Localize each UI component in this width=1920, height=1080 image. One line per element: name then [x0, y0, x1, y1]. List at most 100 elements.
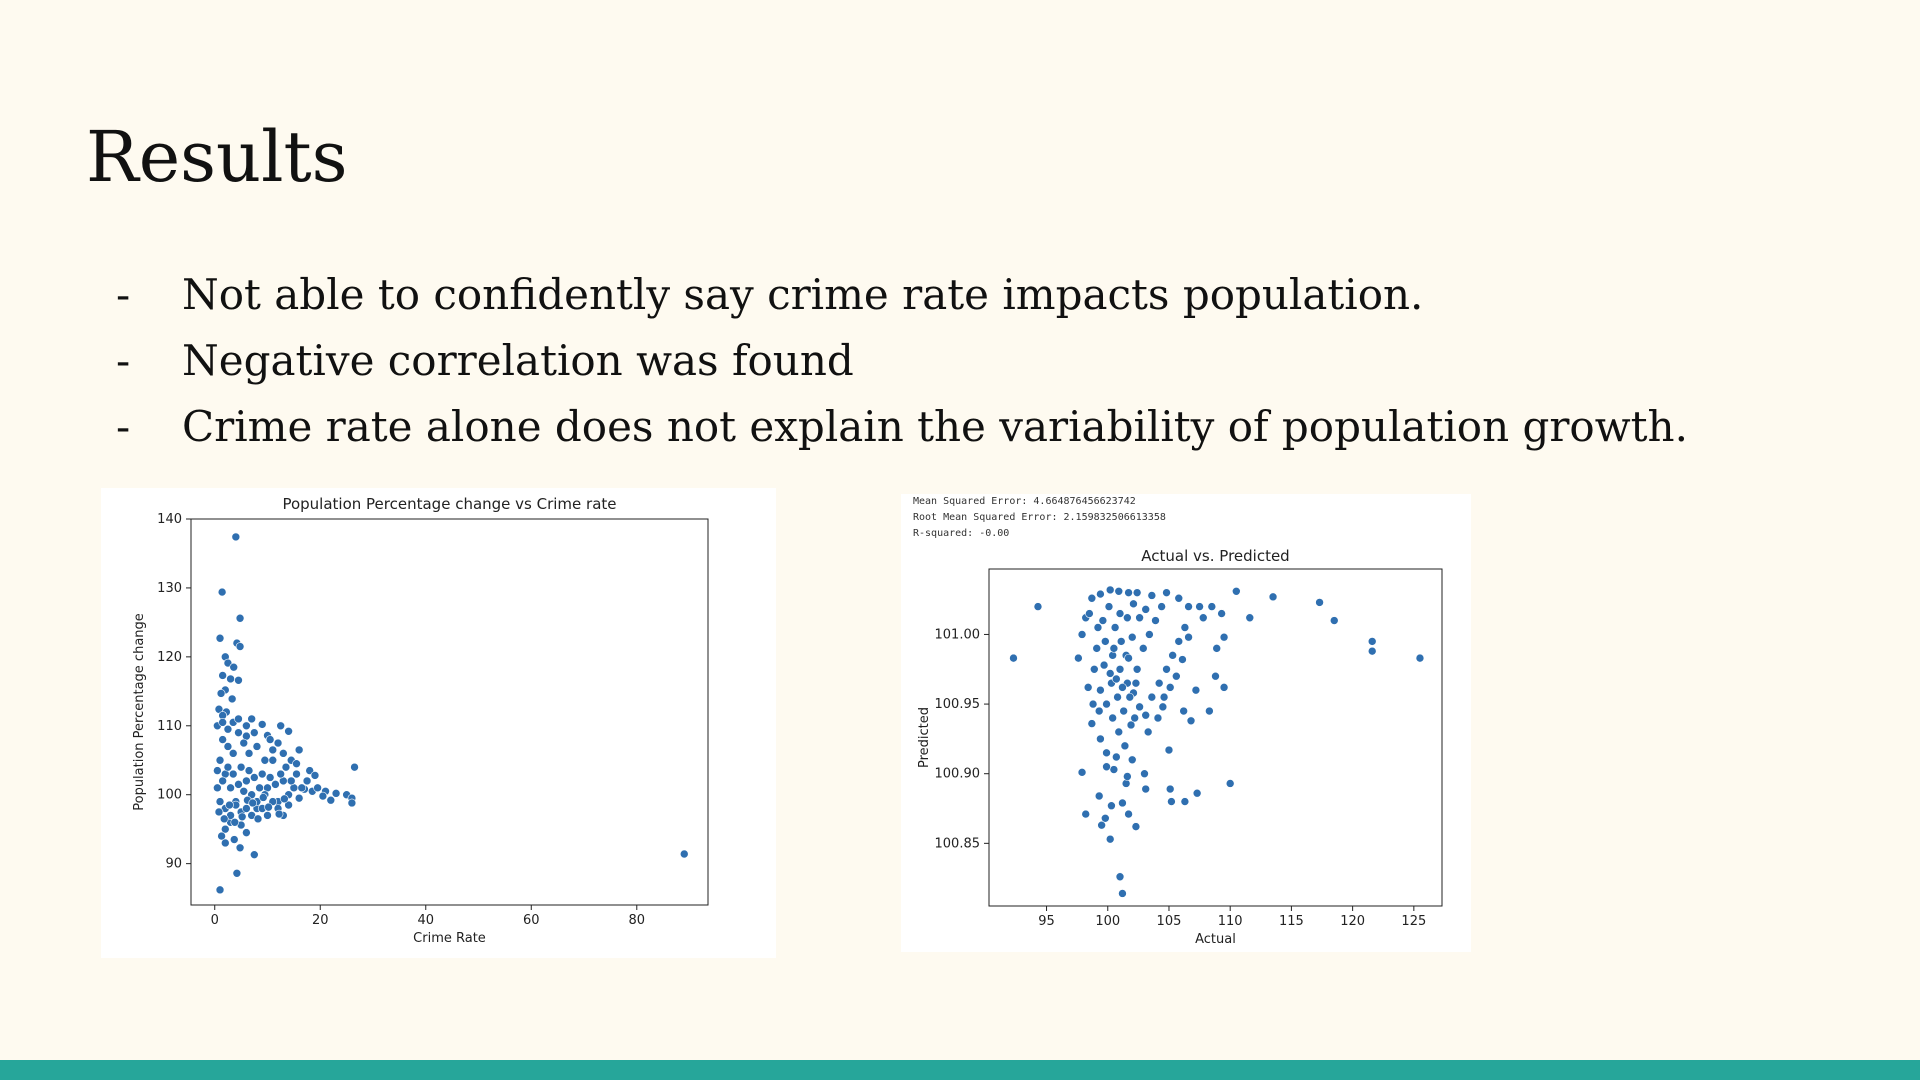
data-point: [1415, 653, 1425, 663]
r2-text: R-squared: -0.00: [913, 528, 1010, 539]
data-point: [248, 798, 258, 808]
data-point: [223, 724, 233, 734]
data-point: [326, 795, 336, 805]
data-point: [214, 807, 224, 817]
data-point: [228, 769, 238, 779]
mse-text: Mean Squared Error: 4.664876456623742: [913, 496, 1136, 507]
scatter-chart-svg: Population Percentage change vs Crime ra…: [132, 495, 709, 946]
data-point: [1147, 591, 1157, 600]
y-tick-label: 100: [157, 788, 182, 803]
data-point: [302, 776, 312, 786]
data-point: [1109, 765, 1119, 774]
data-point: [227, 694, 237, 704]
data-point: [1315, 598, 1324, 607]
data-point: [292, 759, 301, 768]
data-point: [1120, 741, 1130, 751]
data-point: [350, 762, 359, 772]
chart-title: Actual vs. Predicted: [1141, 547, 1289, 565]
scatter-chart-crime-vs-population: Population Percentage change vs Crime ra…: [101, 488, 776, 958]
data-point: [292, 769, 301, 779]
data-point: [1192, 788, 1202, 798]
data-point: [214, 704, 224, 714]
data-point: [1093, 623, 1103, 632]
data-point: [234, 728, 243, 737]
data-point: [284, 727, 293, 736]
data-point: [220, 824, 230, 834]
data-point: [1099, 660, 1109, 670]
x-tick-label: 110: [1218, 914, 1243, 929]
data-point: [226, 783, 235, 793]
data-point: [1110, 623, 1120, 632]
x-tick-label: 20: [312, 913, 329, 928]
data-point: [1112, 752, 1121, 762]
data-point: [679, 849, 689, 859]
bullet-text: Crime rate alone does not explain the va…: [182, 402, 1688, 451]
data-point: [271, 780, 280, 789]
data-point: [232, 868, 242, 878]
y-tick-label: 100.85: [935, 836, 981, 851]
y-axis-label: Predicted: [917, 707, 932, 768]
data-point: [1132, 664, 1142, 674]
data-point: [1124, 588, 1133, 597]
data-point: [274, 809, 284, 819]
data-point: [1088, 699, 1098, 709]
data-point: [263, 811, 272, 820]
data-point: [1094, 706, 1104, 716]
x-tick-label: 40: [417, 913, 434, 928]
data-point: [1179, 706, 1188, 716]
data-point: [1127, 632, 1137, 642]
data-point: [218, 718, 227, 727]
scatter-chart-svg: Actual vs. Predicted 95 100 105 110 115 120 125…: [917, 547, 1443, 947]
data-point: [257, 769, 267, 779]
data-point: [258, 793, 268, 802]
data-point: [253, 814, 263, 824]
data-point: [318, 791, 328, 801]
data-point: [1096, 734, 1105, 744]
x-tick-label: 0: [211, 913, 219, 928]
data-point: [331, 789, 341, 798]
data-point: [1081, 809, 1091, 819]
data-point: [1033, 602, 1043, 611]
data-point: [225, 800, 234, 810]
data-point: [1129, 599, 1138, 609]
data-point: [294, 745, 304, 755]
y-tick-label: 90: [165, 857, 182, 872]
data-point: [1245, 613, 1255, 623]
data-point: [1135, 613, 1144, 623]
data-point: [1127, 755, 1137, 765]
data-point: [1114, 586, 1124, 596]
data-point: [1115, 872, 1125, 882]
plot-frame: [190, 518, 709, 906]
data-point: [1109, 644, 1119, 653]
data-point: [1105, 834, 1115, 844]
data-point: [1168, 651, 1177, 660]
data-point: [219, 814, 229, 824]
data-point: [1118, 683, 1127, 692]
data-point: [1186, 716, 1196, 726]
bullet-item: - Negative correlation was found: [112, 328, 1688, 394]
data-point: [250, 728, 259, 737]
data-point: [310, 771, 320, 780]
data-point: [1107, 801, 1116, 811]
data-point: [1116, 637, 1126, 646]
data-point: [286, 776, 296, 786]
data-point: [1096, 685, 1105, 695]
y-tick-label: 120: [157, 650, 182, 665]
data-point: [1121, 779, 1131, 788]
slide-title: Results: [86, 116, 348, 198]
data-point: [1131, 822, 1141, 831]
x-tick-label: 60: [523, 913, 540, 928]
data-point: [1159, 692, 1169, 702]
data-point: [1096, 589, 1105, 599]
x-tick-label: 105: [1157, 914, 1182, 929]
data-point: [1118, 798, 1127, 808]
data-point: [1102, 699, 1111, 709]
data-point: [1105, 669, 1115, 678]
data-point: [1174, 593, 1184, 603]
data-point: [228, 749, 238, 758]
data-point: [255, 783, 264, 793]
data-point: [229, 835, 239, 844]
chart-title: Population Percentage change vs Crime ra…: [282, 495, 616, 513]
data-point: [237, 812, 247, 822]
x-tick-label: 115: [1279, 914, 1304, 929]
